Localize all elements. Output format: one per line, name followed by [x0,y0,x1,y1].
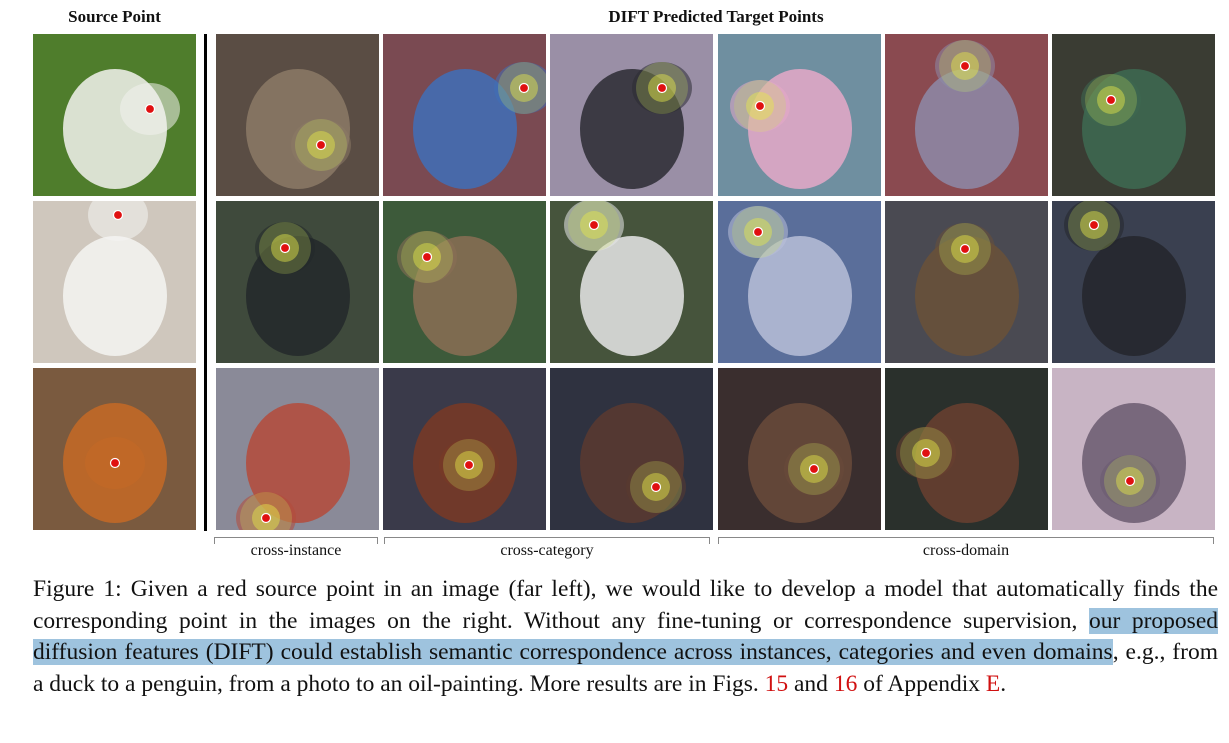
target-image-duck-framed-art [1052,34,1215,196]
target-image-guitar-row [216,368,379,530]
target-image-bird-sculpture [885,34,1048,196]
target-image-cellist-woman [885,368,1048,530]
group-label-cross-domain: cross-domain [922,542,1010,559]
group-label-cross-instance: cross-instance [250,542,342,559]
bracket-cross-domain [718,537,1214,544]
target-image-black-bear [216,201,379,363]
caption-end: . [1000,670,1007,697]
target-image-cello-closeup [550,368,713,530]
caption-of-appendix: of Appendix [863,670,981,697]
target-image-duck-closeup [216,34,379,196]
target-image-highland-cow [383,201,546,363]
vertical-divider [204,34,207,531]
caption-and: and [794,670,828,697]
figure-caption: Figure 1: Given a red source point in an… [33,574,1218,700]
group-label-cross-category: cross-category [500,542,594,559]
bracket-cross-instance [214,537,378,544]
target-image-guitar-music-art [1052,368,1215,530]
dift-target-header: DIFT Predicted Target Points [608,7,824,26]
caption-text-after: , e.g., from a duck to a penguin, from a… [33,639,1218,697]
target-image-violin [383,368,546,530]
figure-label: Figure 1: [33,576,122,602]
source-image-acoustic-guitar [33,368,196,530]
target-image-duck-lotus-painting [718,34,881,196]
target-image-holstein-cow [550,201,713,363]
caption-text-before: Given a red source point in an image (fa… [33,576,1218,634]
target-image-grizzly-painting [885,201,1048,363]
appendix-ref-e[interactable]: E [985,670,1001,697]
bracket-cross-category [384,537,710,544]
figure-ref-16[interactable]: 16 [833,670,858,697]
figure-ref-15[interactable]: 15 [764,670,789,697]
target-image-dapper-bear-art [1052,201,1215,363]
source-image-polar-bear-cub [33,201,196,363]
target-image-polar-bear-painting [718,201,881,363]
source-image-duck-photo [33,34,196,196]
target-image-roller-bird [383,34,546,196]
target-image-penguin [550,34,713,196]
source-point-header: Source Point [68,7,161,26]
target-image-cellist-painting [718,368,881,530]
